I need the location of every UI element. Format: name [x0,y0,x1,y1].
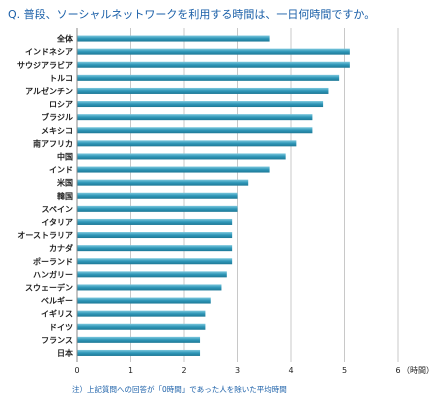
bar [77,48,350,55]
category-label: 南アフリカ [33,138,73,148]
category-label: アルゼンチン [25,86,73,96]
category-label: インド [49,166,73,175]
bar [77,101,324,108]
x-tick-label: 0 [74,366,79,375]
bar [77,232,233,239]
category-label: スウェーデン [25,282,73,292]
category-label: ロシア [49,100,73,109]
bar [77,114,313,121]
category-label: ベルギー [41,296,73,306]
bar [77,127,313,134]
category-label: サウジアラビア [17,60,73,70]
category-label: カナダ [49,243,73,253]
category-label: 日本 [57,348,73,358]
bar [77,87,329,94]
bar [77,179,249,186]
bar [77,140,297,147]
category-label: 米国 [56,178,73,188]
category-label: ブラジル [41,112,73,122]
x-tick-label: 4 [288,366,293,375]
category-label: ポーランド [33,256,73,266]
bar [77,61,350,68]
bar [77,192,238,199]
bar [77,258,233,265]
category-label: インドネシア [25,47,73,57]
x-tick-label: 3 [235,366,240,375]
bar [77,271,227,278]
bar [77,245,233,252]
bar [77,336,201,343]
category-label: 全体 [56,34,74,44]
category-label: スペイン [42,205,73,214]
category-labels: 全体インドネシアサウジアラビアトルコアルゼンチンロシアブラジルメキシコ南アフリカ… [17,34,74,358]
category-label: ハンガリー [33,269,73,279]
category-label: 中国 [57,151,73,161]
bar [77,297,211,304]
bar [77,284,222,291]
category-label: イギリス [41,309,73,319]
bars [77,35,350,356]
x-tick-label: 2 [181,366,186,375]
footnote: 注）上記質問への回答が「0時間」であった人を除いた平均時間 [72,385,287,394]
bar [77,74,340,81]
category-label: トルコ [49,74,73,83]
x-tick-label: 6 [395,366,400,375]
category-label: 韓国 [57,191,73,201]
bar [77,166,270,173]
x-tick-label: 5 [342,366,347,375]
bar [77,310,206,317]
x-tick-labels: 0 1 2 3 4 5 6 [74,366,400,375]
bar [77,153,286,160]
category-label: イタリア [41,217,73,227]
bar [77,218,233,225]
chart-title: Q. 普段、ソーシャルネットワークを利用する時間は、一日何時間ですか。 [8,8,376,21]
bar [77,205,238,212]
bar [77,323,206,330]
category-label: メキシコ [41,126,73,135]
bar [77,35,270,42]
category-label: ドイツ [49,323,73,332]
bar [77,349,201,356]
category-label: フランス [41,336,73,345]
category-label: オーストラリア [17,231,73,240]
x-tick-label: 1 [128,366,133,375]
x-axis-unit-label: （時間） [402,366,434,375]
